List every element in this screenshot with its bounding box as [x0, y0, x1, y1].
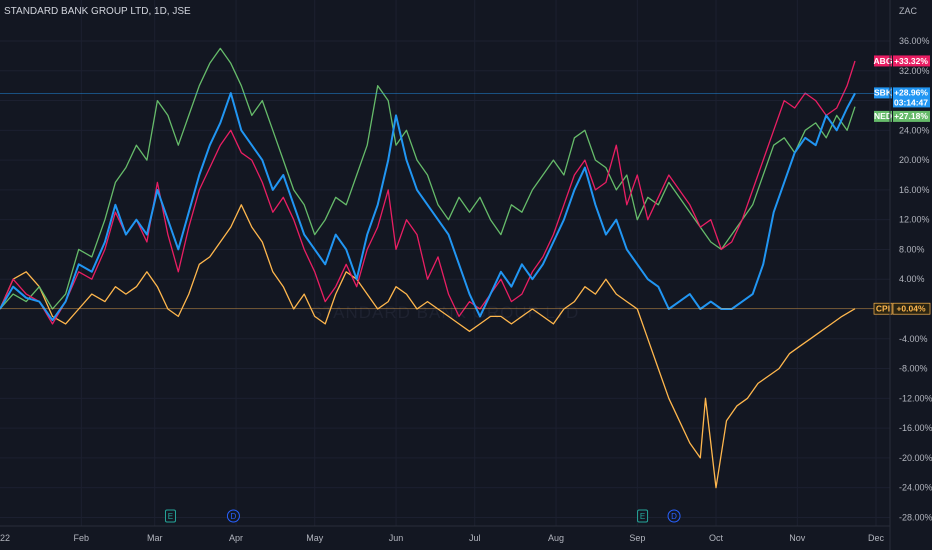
y-tick-label: 12.00% [899, 215, 930, 225]
earnings-marker-label: E [168, 512, 173, 521]
x-tick-label: Apr [229, 533, 243, 543]
x-tick-label: Feb [74, 533, 90, 543]
y-tick-label: 32.00% [899, 66, 930, 76]
time-axis[interactable]: 22 Feb Mar Apr May Jun Jul Aug Sep Oct Nov Dec [0, 533, 884, 543]
series-badge-ned: NED +27.18% [874, 110, 930, 122]
x-tick-label: May [306, 533, 324, 543]
series-value: +27.18% [894, 111, 928, 121]
dividend-marker-label: D [231, 512, 237, 521]
y-tick-label: 24.00% [899, 125, 930, 135]
series-name: SBK [874, 88, 893, 98]
x-tick-label: Sep [629, 533, 645, 543]
chart-title: STANDARD BANK GROUP LTD, 1D, JSE [4, 6, 191, 17]
dividend-marker-shape [667, 509, 681, 523]
x-tick-label: Dec [868, 533, 885, 543]
series-name-box [874, 55, 892, 67]
x-tick-label: Aug [548, 533, 564, 543]
earnings-marker-shape [637, 509, 649, 523]
y-tick-label: -8.00% [899, 364, 928, 374]
series-value: +28.96% [894, 88, 928, 98]
watermark-text: STANDARD BANK GROUP LTD [311, 303, 580, 322]
y-tick-label: -4.00% [899, 334, 928, 344]
y-tick-label: 20.00% [899, 155, 930, 165]
series-badge-cpi: CPI +0.04% [873, 302, 931, 315]
x-tick-label: Jun [389, 533, 404, 543]
dividend-marker[interactable]: D [667, 509, 681, 523]
y-tick-label: -20.00% [899, 453, 932, 463]
series-line-ned[interactable] [0, 47, 856, 310]
bar-countdown: 03:14:47 [894, 97, 928, 107]
x-tick-label: Jul [469, 533, 481, 543]
earnings-marker-label: E [640, 512, 645, 521]
series-line-sbk[interactable] [0, 92, 856, 322]
series-value-box [893, 87, 930, 108]
x-tick-label: 22 [0, 533, 10, 543]
series-name-box [874, 87, 892, 99]
series-value: +0.04% [896, 304, 926, 314]
y-tick-label: -24.00% [899, 483, 932, 493]
earnings-marker[interactable]: E [637, 509, 649, 523]
series-value-box [892, 302, 931, 315]
series-value: +33.32% [894, 56, 928, 66]
y-tick-label: -28.00% [899, 512, 932, 522]
series-value-box [893, 55, 930, 67]
series-line-cpi[interactable] [0, 204, 856, 489]
dividend-marker-label: D [671, 512, 677, 521]
reference-lines [0, 93, 890, 310]
series-name: NED [874, 111, 892, 121]
y-tick-label: 8.00% [899, 244, 925, 254]
series-badge-abg: ABG +33.32% [874, 55, 930, 67]
x-tick-label: Nov [789, 533, 806, 543]
y-tick-label: 16.00% [899, 185, 930, 195]
currency-label: ZAC [899, 6, 918, 16]
y-tick-label: 4.00% [899, 274, 925, 284]
series-value-box [893, 110, 930, 122]
series-name: ABG [874, 56, 893, 66]
series-name: CPI [876, 304, 890, 314]
series-name-box [873, 302, 893, 315]
series-badge-sbk: SBK +28.96%03:14:47 [874, 87, 930, 108]
dividend-marker[interactable]: D [226, 509, 240, 523]
y-tick-label: -16.00% [899, 423, 932, 433]
y-tick-label: 36.00% [899, 36, 930, 46]
x-tick-label: Oct [709, 533, 724, 543]
dividend-marker-shape [226, 509, 240, 523]
y-tick-label: -12.00% [899, 393, 932, 403]
x-tick-label: Mar [147, 533, 163, 543]
series-lines [0, 47, 856, 489]
earnings-marker[interactable]: E [164, 509, 176, 523]
series-name-box [874, 110, 892, 122]
earnings-marker-shape [164, 509, 176, 523]
